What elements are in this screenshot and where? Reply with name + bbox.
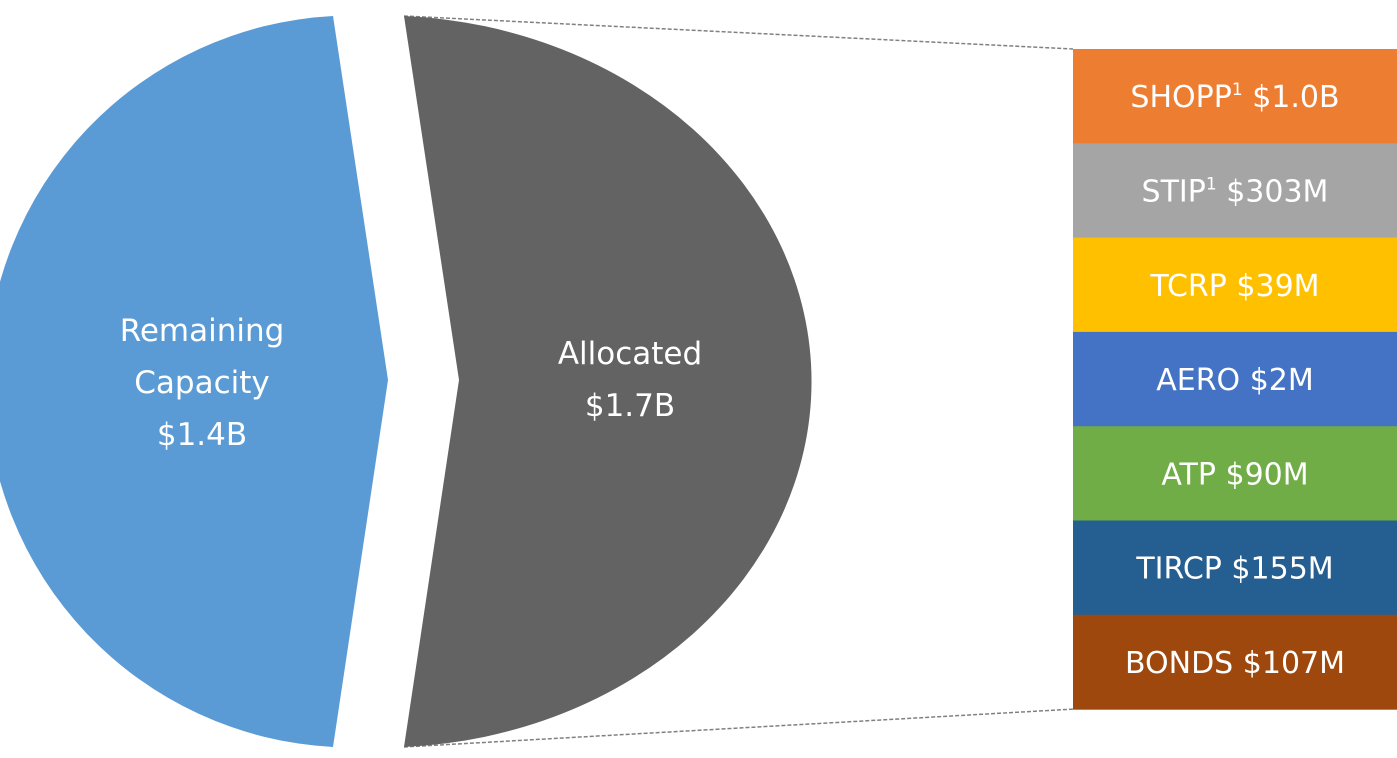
connector-layer <box>403 15 1074 748</box>
slice-allocated-label: Allocated $1.7B <box>558 336 702 424</box>
bar-label-value: $303M <box>1217 174 1329 209</box>
bar-segment-bonds <box>1073 614 1397 710</box>
pie-slice-allocated <box>404 16 812 747</box>
connector-line-top <box>403 15 1074 50</box>
slice-remaining-capacity-label: Remaining Capacity $1.4B <box>120 313 285 453</box>
bar-segment-shopp <box>1073 49 1397 144</box>
bar-label-value: $155M <box>1222 552 1334 587</box>
bar-label-name: TIRCP <box>1135 552 1222 587</box>
bar-label-name: ATP <box>1161 457 1216 492</box>
bar-label-superscript: 1 <box>1232 80 1243 100</box>
bar-segment-tircp <box>1073 520 1397 616</box>
bar-label-shopp: SHOPP1 $1.0B <box>1130 80 1339 115</box>
slice-remaining-capacity-label-line: Capacity <box>134 365 269 401</box>
pie-slice-remaining-capacity <box>0 16 388 747</box>
slice-remaining-capacity-label-line: $1.4B <box>157 417 247 453</box>
bar-label-atp: ATP $90M <box>1161 457 1308 492</box>
bar-label-tcrp: TCRP $39M <box>1149 269 1319 304</box>
bar-label-name: BONDS <box>1125 646 1233 681</box>
bar-label-stip: STIP1 $303M <box>1142 174 1329 209</box>
bar-label-value: $39M <box>1227 269 1320 304</box>
slice-allocated-label-line: $1.7B <box>585 388 675 424</box>
bar-label-name: AERO <box>1156 363 1240 398</box>
bar-label-name: SHOPP <box>1130 80 1231 115</box>
slice-allocated-label-line: Allocated <box>558 336 702 372</box>
bar-label-name: TCRP <box>1149 269 1226 304</box>
slice-remaining-capacity-label-line: Remaining <box>120 313 285 349</box>
bar-label-name: STIP <box>1142 174 1206 209</box>
bar-segment-aero <box>1073 331 1397 427</box>
bar-label-superscript: 1 <box>1206 174 1217 194</box>
bar-label-tircp: TIRCP $155M <box>1135 552 1333 587</box>
bar-label-value: $90M <box>1216 457 1309 492</box>
bar-label-bonds: BONDS $107M <box>1125 646 1345 681</box>
bar-segment-stip <box>1073 143 1397 239</box>
pie-layer: Remaining Capacity $1.4B Allocated $1.7B <box>0 16 812 747</box>
bar-segment-atp <box>1073 426 1397 522</box>
bar-segment-tcrp <box>1073 237 1397 333</box>
bar-label-value: $2M <box>1240 363 1314 398</box>
connector-line-bottom <box>403 708 1074 748</box>
bar-label-value: $107M <box>1233 646 1345 681</box>
bar-label-aero: AERO $2M <box>1156 363 1314 398</box>
bar-label-value: $1.0B <box>1243 80 1340 115</box>
